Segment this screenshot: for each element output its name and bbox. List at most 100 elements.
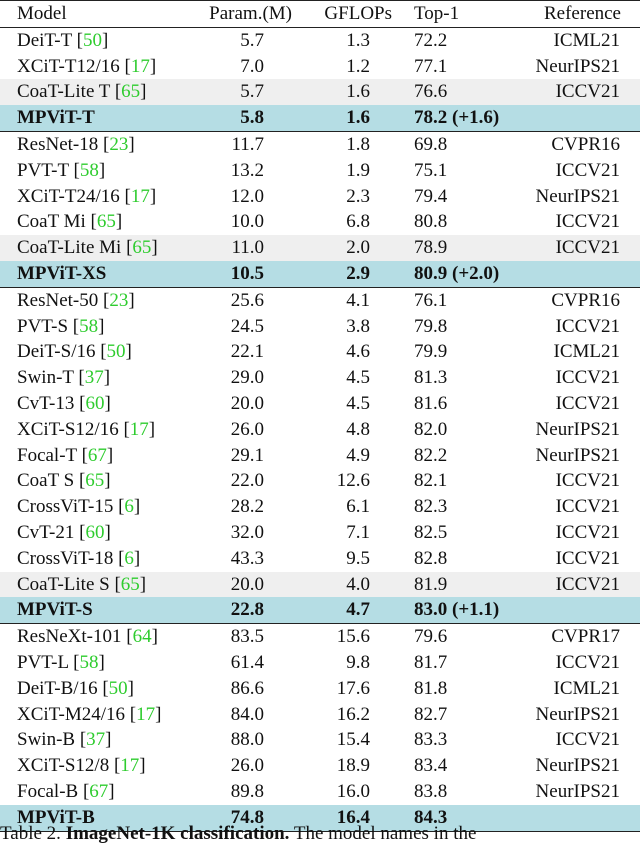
table-row: ResNet-18 [23] 11.7 1.8 69.8 CVPR16 [0,132,640,158]
cell-gflops: 2.3 [346,185,370,207]
table-row: PVT-T [58] 13.2 1.9 75.1 ICCV21 [0,158,640,184]
cell-model: Focal-T [67] [17,444,114,466]
cell-top1: 80.8 [414,211,448,233]
cell-reference: ICML21 [553,29,621,51]
cell-reference: NeurIPS21 [535,418,620,440]
table-row: XCiT-M24/16 [17] 84.0 16.2 82.7 NeurIPS21 [0,702,640,728]
table-row: CoaT-Lite T [65] 5.7 1.6 76.6 ICCV21 [0,79,640,106]
model-name: ResNeXt-101 [17,626,122,648]
cell-top1: 82.1 [414,470,448,492]
cell-top1: 80.9 (+2.0) [414,262,500,284]
cell-top1: 78.2 (+1.6) [414,107,500,129]
citation-link[interactable]: 17 [136,703,156,725]
cell-reference: ICCV21 [555,729,620,751]
table-row: CoaT-Lite S [65] 20.0 4.0 81.9 ICCV21 [0,571,640,598]
cell-top1: 78.9 [414,237,448,259]
cell-gflops: 16.4 [336,806,370,828]
citation-link[interactable]: 58 [79,651,99,673]
citation-link[interactable]: 17 [120,755,140,777]
citation-link[interactable]: 67 [89,780,109,802]
citation-link[interactable]: 17 [129,418,149,440]
citation-link[interactable]: 23 [109,133,129,155]
citation-link[interactable]: 6 [124,496,134,518]
citation-link[interactable]: 65 [85,470,105,492]
cell-model: XCiT-T24/16 [17] [17,185,157,207]
cell-model: MPViT-T [17,105,95,131]
table-row: XCiT-S12/8 [17] 26.0 18.9 83.4 NeurIPS21 [0,753,640,779]
cell-param: 12.0 [230,185,264,207]
table-row: Swin-T [37] 29.0 4.5 81.3 ICCV21 [0,365,640,391]
citation-link[interactable]: 65 [121,81,141,103]
group-divider [0,26,640,28]
table-caption: Table 2. ImageNet-1K classification. The… [0,822,640,846]
cell-gflops: 6.8 [346,211,370,233]
cell-param: 83.5 [230,626,264,648]
citation-link[interactable]: 37 [86,729,106,751]
cell-model: ResNet-18 [23] [17,133,135,155]
cell-top1: 83.4 [414,755,448,777]
group-divider [0,130,640,132]
cell-model: DeiT-S/16 [50] [17,341,132,363]
model-name: ResNet-50 [17,289,99,311]
model-name: CoaT Mi [17,211,86,233]
table-row: PVT-L [58] 61.4 9.8 81.7 ICCV21 [0,650,640,676]
cell-model: PVT-S [58] [17,315,105,337]
model-name: MPViT-T [17,107,95,129]
citation-link[interactable]: 65 [120,573,140,595]
cell-reference: NeurIPS21 [535,780,620,802]
citation-link[interactable]: 50 [82,29,102,51]
cell-top1: 69.8 [414,133,448,155]
cell-top1: 81.7 [414,651,448,673]
caption-text: The model names in the [293,823,477,844]
citation-link[interactable]: 60 [85,392,105,414]
citation-link[interactable]: 65 [132,237,152,259]
citation-link[interactable]: 17 [130,55,150,77]
cell-reference: CVPR16 [551,133,620,155]
cell-model: CvT-13 [60] [17,392,111,414]
cell-reference: ICCV21 [555,573,620,595]
cell-param: 11.0 [231,237,264,259]
citation-link[interactable]: 60 [85,521,105,543]
citation-link[interactable]: 64 [132,626,152,648]
citation-link[interactable]: 17 [130,185,150,207]
citation-link[interactable]: 50 [106,341,126,363]
citation-link[interactable]: 58 [79,315,99,337]
cell-top1: 82.0 [414,418,448,440]
model-name: CrossViT-15 [17,496,114,518]
cell-model: Focal-B [67] [17,780,115,802]
citation-link[interactable]: 58 [79,159,99,181]
cell-model: CoaT-Lite T [65] [17,81,147,103]
table-row: DeiT-S/16 [50] 22.1 4.6 79.9 ICML21 [0,339,640,365]
cell-param: 86.6 [230,677,264,699]
citation-link[interactable]: 37 [84,367,104,389]
table-row: MPViT-XS 10.5 2.9 80.9 (+2.0) [0,260,640,287]
cell-gflops: 1.6 [346,81,370,103]
citation-link[interactable]: 67 [87,444,107,466]
cell-gflops: 1.8 [346,133,370,155]
cell-gflops: 3.8 [346,315,370,337]
citation-link[interactable]: 23 [109,289,129,311]
table-row: ResNeXt-101 [64] 83.5 15.6 79.6 CVPR17 [0,624,640,650]
header-top1: Top-1 [414,3,460,24]
citation-link[interactable]: 6 [124,547,134,569]
cell-reference: ICCV21 [555,521,620,543]
cell-gflops: 1.2 [346,55,370,77]
cell-param: 5.8 [240,107,264,129]
citation-link[interactable]: 50 [108,677,128,699]
cell-param: 10.0 [230,211,264,233]
cell-top1: 81.6 [414,392,448,414]
cell-model: XCiT-S12/8 [17] [17,755,146,777]
header-model: Model [17,3,67,24]
table-row: XCiT-S12/16 [17] 26.0 4.8 82.0 NeurIPS21 [0,417,640,443]
model-name: PVT-S [17,315,69,337]
cell-param: 32.0 [230,521,264,543]
citation-link[interactable]: 65 [96,211,116,233]
table-row: DeiT-B/16 [50] 86.6 17.6 81.8 ICML21 [0,676,640,702]
model-name: CvT-13 [17,392,75,414]
cell-model: CvT-21 [60] [17,521,111,543]
cell-gflops: 16.2 [336,703,370,725]
cell-top1: 82.7 [414,703,448,725]
table-row: MPViT-S 22.8 4.7 83.0 (+1.1) [0,597,640,624]
table-row: Focal-B [67] 89.8 16.0 83.8 NeurIPS21 [0,779,640,805]
